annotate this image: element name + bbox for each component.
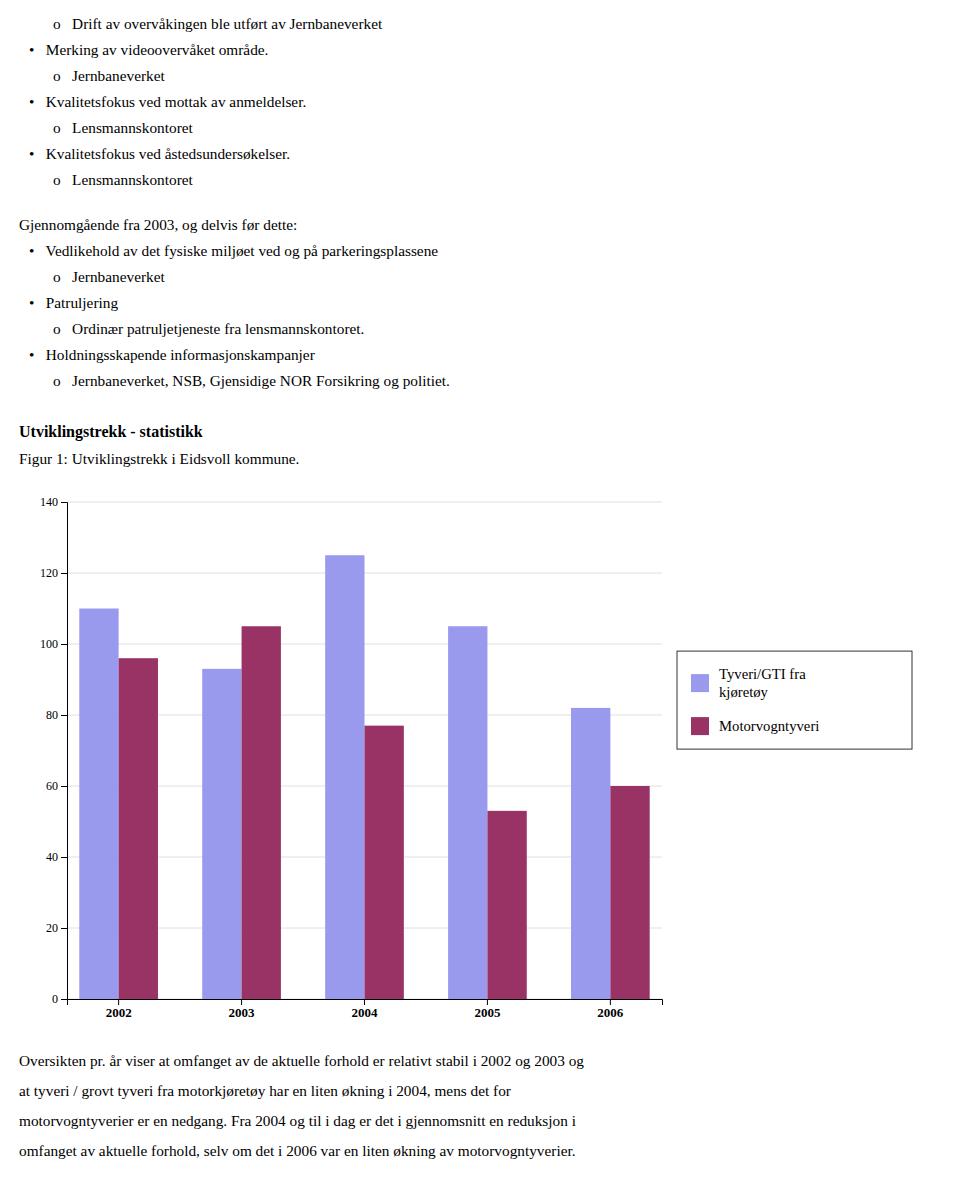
tick: 140 xyxy=(40,495,67,509)
tick-label: 2005 xyxy=(474,1005,501,1020)
text-line: • Vedlikehold av det fysiske miljøet ved… xyxy=(29,242,438,259)
bar xyxy=(242,626,281,999)
axis-line xyxy=(61,503,68,1000)
text-line: • Merking av videoovervåket område. xyxy=(29,41,268,58)
tick: 100 xyxy=(40,637,67,651)
legend-label: Tyveri/GTI frakjøretøy xyxy=(719,666,806,700)
tick: 2004 xyxy=(352,999,379,1020)
bar xyxy=(325,555,364,999)
x-axis: 2002 2003 2004 2005 2006 xyxy=(68,999,663,1020)
bar-series xyxy=(119,626,650,999)
bar xyxy=(202,669,241,999)
tick: 60 xyxy=(46,779,67,793)
text-line: • Holdningsskapende informasjonskampanje… xyxy=(29,346,315,363)
y-axis: 0 20 40 60 80 100 120 140 xyxy=(40,495,68,1006)
tick-mark xyxy=(61,573,67,574)
tick: 2005 xyxy=(474,999,501,1020)
text-line: • Kvalitetsfokus ved mottak av anmeldels… xyxy=(29,93,306,110)
text-line: Gjennomgående fra 2003, og delvis før de… xyxy=(19,216,297,233)
tick-mark xyxy=(610,999,611,1005)
bars xyxy=(79,555,649,999)
text-line: o Lensmannskontoret xyxy=(53,171,194,188)
text-line: • Kvalitetsfokus ved åstedsundersøkelser… xyxy=(29,145,290,162)
text-line: o Ordinær patruljetjeneste fra lensmanns… xyxy=(53,320,364,337)
tick-label: 100 xyxy=(40,637,58,651)
legend-label: Motorvogntyveri xyxy=(719,718,819,734)
tick-label: 20 xyxy=(46,921,58,935)
chart-subtitle: Figur 1: Utviklingstrekk i Eidsvoll komm… xyxy=(19,450,299,467)
tick-label: 60 xyxy=(46,779,58,793)
grid xyxy=(67,502,662,999)
bar xyxy=(79,609,118,1000)
tick-label: 2002 xyxy=(106,1005,132,1020)
tick-mark xyxy=(487,999,488,1005)
text-line: omfanget av aktuelle forhold, selv om de… xyxy=(19,1142,576,1159)
tick: 0 xyxy=(52,992,67,1006)
chart-page: o Drift av overvåkingen ble utført av Je… xyxy=(0,0,960,1196)
tick-mark xyxy=(61,999,67,1000)
tick-label: 140 xyxy=(40,495,58,509)
tick: 2003 xyxy=(229,999,256,1020)
text-line: o Drift av overvåkingen ble utført av Je… xyxy=(53,15,383,32)
tick: 120 xyxy=(40,566,67,580)
text-line: o Lensmannskontoret xyxy=(53,119,194,136)
bar-series xyxy=(79,555,610,999)
tick: 20 xyxy=(46,921,67,935)
text-line: Oversikten pr. år viser at omfanget av d… xyxy=(19,1052,584,1069)
tick-label: 0 xyxy=(52,992,58,1006)
text-line: o Jernbaneverket xyxy=(53,67,165,84)
tick-label: 80 xyxy=(46,708,58,722)
tick-label: 40 xyxy=(46,850,58,864)
bar xyxy=(571,708,610,999)
tick-mark xyxy=(61,857,67,858)
tick: 80 xyxy=(46,708,67,722)
tick-label: 2004 xyxy=(352,1005,379,1020)
tick-mark xyxy=(241,999,242,1005)
bar xyxy=(365,726,404,999)
tick-label: 120 xyxy=(40,566,58,580)
tick-mark xyxy=(61,928,67,929)
bar xyxy=(119,658,158,999)
tick-mark xyxy=(61,644,67,645)
bar xyxy=(610,786,649,999)
legend: Tyveri/GTI frakjøretøy Motorvogntyveri xyxy=(677,651,912,749)
tick: 2006 xyxy=(597,999,624,1020)
tick-mark xyxy=(61,502,67,503)
text-line: at tyveri / grovt tyveri fra motorkjøret… xyxy=(19,1082,511,1099)
text-line: o Jernbaneverket xyxy=(53,268,165,285)
tick-mark xyxy=(118,999,119,1005)
legend-swatch xyxy=(691,674,709,692)
text-line: • Patruljering xyxy=(29,294,118,311)
tick: 2002 xyxy=(106,999,132,1020)
axis-line xyxy=(68,1000,663,1006)
bar xyxy=(448,626,487,999)
tick: 40 xyxy=(46,850,67,864)
tick-mark xyxy=(61,715,67,716)
chart: 0 20 40 60 80 100 120 140 2002 2003 2004 2005 2006 xyxy=(40,495,663,1020)
tick-label: 2006 xyxy=(597,1005,624,1020)
tick-label: 2003 xyxy=(229,1005,256,1020)
tick-mark xyxy=(364,999,365,1005)
legend-box xyxy=(677,651,912,749)
text-line: o Jernbaneverket, NSB, Gjensidige NOR Fo… xyxy=(53,372,450,389)
tick-mark xyxy=(61,786,67,787)
grid-line xyxy=(67,502,662,503)
chart-title: Utviklingstrekk - statistikk xyxy=(19,423,203,441)
bar xyxy=(487,811,526,999)
text-line: motorvogntyverier er en nedgang. Fra 200… xyxy=(19,1112,576,1129)
legend-swatch xyxy=(691,717,709,735)
